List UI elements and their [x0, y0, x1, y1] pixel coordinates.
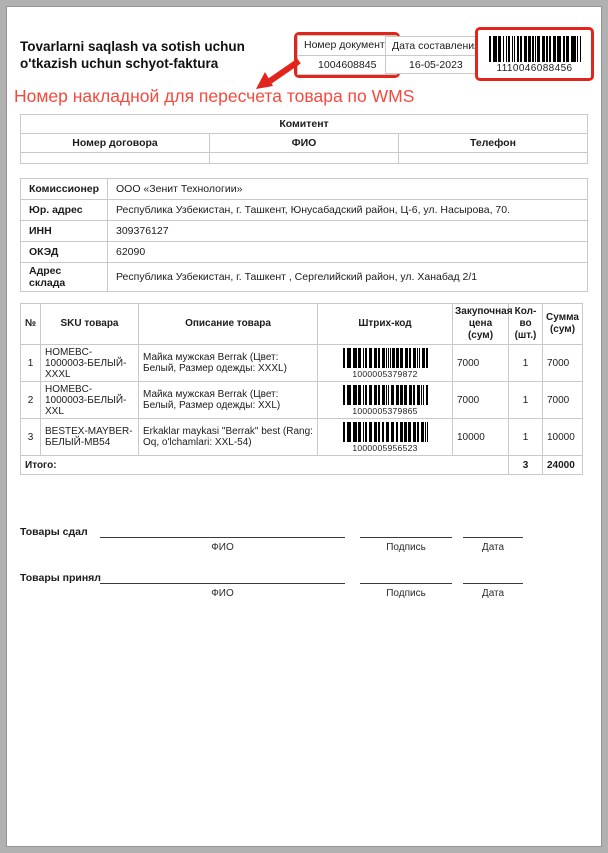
table-row: Адрес склада Республика Узбекистан, г. Та…: [20, 262, 588, 292]
col-num: №: [20, 303, 41, 345]
sig-given-date-line: Дата: [463, 537, 523, 553]
barcode-icon: [342, 384, 428, 405]
item-price: 7000: [452, 344, 509, 382]
item-sku: HOMEBC-1000003-БЕЛЫЙ-XXL: [40, 381, 139, 419]
red-arrow-icon: [253, 56, 303, 97]
col-qty: Кол-во (шт.): [508, 303, 543, 345]
komitent-table: Комитент Номер договора ФИО Телефон: [20, 114, 588, 164]
komitent-title: Комитент: [20, 114, 588, 134]
document-barcode-box: 1110046088456: [475, 27, 594, 81]
item-row: 1 HOMEBC-1000003-БЕЛЫЙ-XXXL Майка мужска…: [20, 344, 583, 382]
sig-received-date-line: Дата: [463, 583, 523, 599]
sig-received-sign-line: Подпись: [360, 583, 452, 599]
item-sum: 10000: [542, 418, 583, 456]
barcode-icon: [488, 36, 581, 62]
komitent-col-phone: Телефон: [398, 133, 588, 153]
col-barcode: Штрих-код: [317, 303, 453, 345]
item-desc: Майка мужская Berrak (Цвет: Белый, Разме…: [138, 381, 318, 419]
item-sku: BESTEX-MAYBER-БЕЛЫЙ-MB54: [40, 418, 139, 456]
item-barcode-number: 1000005379872: [352, 368, 418, 379]
item-barcode-number: 1000005379865: [352, 405, 418, 416]
sig-given-label: Товары сдал: [20, 526, 88, 538]
item-barcode-cell: 1000005379872: [317, 344, 453, 382]
item-desc: Майка мужская Berrak (Цвет: Белый, Разме…: [138, 344, 318, 382]
item-row: 2 HOMEBC-1000003-БЕЛЫЙ-XXL Майка мужская…: [20, 381, 583, 419]
total-qty: 3: [508, 455, 543, 475]
table-row: Комиссионер ООО «Зенит Технологии»: [20, 178, 588, 200]
doc-number-box: Номер документа 1004608845: [294, 32, 401, 78]
item-row: 3 BESTEX-MAYBER-БЕЛЫЙ-MB54 Erkaklar mayk…: [20, 418, 583, 456]
komitent-contract-value: [20, 152, 210, 164]
item-price: 10000: [452, 418, 509, 456]
sig-given-sign-line: Подпись: [360, 537, 452, 553]
col-sku: SKU товара: [40, 303, 139, 345]
komitent-phone-value: [398, 152, 588, 164]
barcode-number: 1110046088456: [496, 63, 573, 74]
table-row: ОКЭД 62090: [20, 241, 588, 263]
col-desc: Описание товара: [138, 303, 318, 345]
invoice-page: Tovarlarni saqlash va sotish uchun o'tka…: [6, 6, 602, 847]
item-barcode-cell: 1000005379865: [317, 381, 453, 419]
date-value: 16-05-2023: [386, 55, 486, 73]
komitent-col-contract: Номер договора: [20, 133, 210, 153]
item-qty: 1: [508, 418, 543, 456]
item-barcode-number: 1000005956523: [352, 442, 418, 453]
date-label: Дата составления: [392, 40, 480, 52]
commissioner-details-table: Комиссионер ООО «Зенит Технологии» Юр. ад…: [20, 178, 588, 292]
item-desc: Erkaklar maykasi "Berrak" best (Rang: Oq…: [138, 418, 318, 456]
items-header-row: № SKU товара Описание товара Штрих-код З…: [20, 303, 583, 345]
barcode-icon: [342, 347, 428, 368]
items-table: № SKU товара Описание товара Штрих-код З…: [20, 303, 583, 475]
komitent-fio-value: [209, 152, 399, 164]
sig-received-fio-line: ФИО: [100, 583, 345, 599]
doc-number-label: Номер документа: [304, 39, 391, 51]
item-qty: 1: [508, 381, 543, 419]
items-total-row: Итого: 3 24000: [20, 455, 583, 475]
barcode-icon: [342, 421, 428, 442]
col-price: Закупочная цена (сум): [452, 303, 513, 345]
doc-number-value: 1004608845: [298, 55, 397, 74]
col-sum: Сумма (сум): [542, 303, 583, 345]
sig-given-fio-line: ФИО: [100, 537, 345, 553]
item-price: 7000: [452, 381, 509, 419]
total-label: Итого:: [20, 455, 509, 475]
sig-received-label: Товары принял: [20, 572, 101, 584]
item-barcode-cell: 1000005956523: [317, 418, 453, 456]
date-box: Дата составления 16-05-2023: [385, 36, 487, 74]
item-sum: 7000: [542, 344, 583, 382]
document-title: Tovarlarni saqlash va sotish uchun o'tka…: [20, 39, 245, 71]
komitent-col-fio: ФИО: [209, 133, 399, 153]
table-row: ИНН 309376127: [20, 220, 588, 242]
item-qty: 1: [508, 344, 543, 382]
total-sum: 24000: [542, 455, 583, 475]
table-row: Юр. адрес Республика Узбекистан, г. Ташке…: [20, 199, 588, 221]
item-sum: 7000: [542, 381, 583, 419]
item-sku: HOMEBC-1000003-БЕЛЫЙ-XXXL: [40, 344, 139, 382]
wms-annotation: Номер накладной для пересчета товара по …: [14, 86, 415, 106]
